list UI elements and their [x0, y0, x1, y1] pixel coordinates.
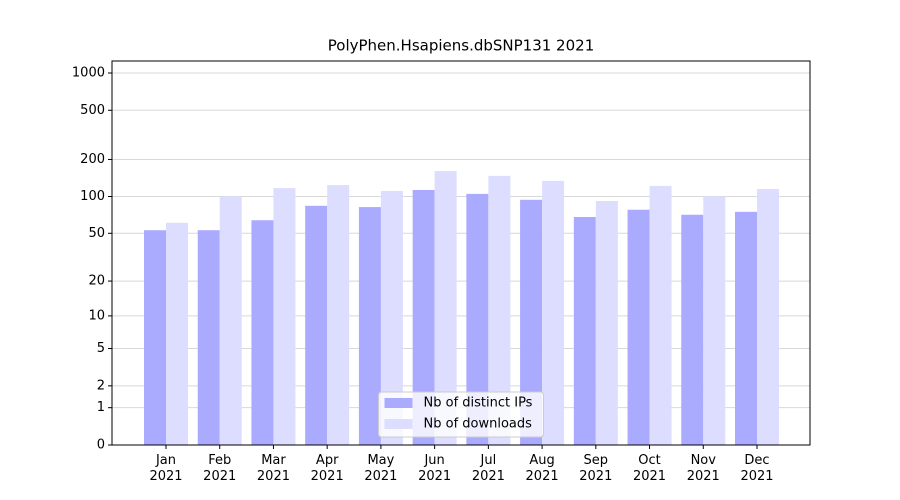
legend-box [378, 391, 544, 438]
y-tick-label: 20 [88, 274, 105, 289]
x-tick-label: Jan 2021 [149, 453, 183, 484]
legend-label: Nb of distinct IPs [424, 396, 533, 411]
y-tick-label: 100 [80, 189, 105, 204]
bar [251, 220, 274, 445]
bar [573, 217, 596, 445]
legend-swatch [384, 419, 413, 429]
bar [735, 211, 757, 445]
y-tick-label: 5 [97, 341, 105, 356]
bar [305, 205, 328, 445]
legend-swatch [384, 398, 413, 408]
x-tick-label: Nov 2021 [686, 453, 720, 484]
x-tick-label: May 2021 [364, 453, 398, 484]
x-tick-label: Apr 2021 [310, 453, 344, 484]
y-tick-label: 10 [88, 308, 105, 323]
y-tick-label: 2 [97, 378, 105, 393]
bar [542, 180, 565, 445]
bar [412, 189, 435, 445]
bar [595, 200, 618, 445]
chart-title: PolyPhen.Hsapiens.dbSNP131 2021 [328, 37, 594, 55]
y-tick-label: 0 [97, 438, 105, 453]
bar [144, 230, 166, 445]
bar [466, 193, 489, 445]
legend-label: Nb of downloads [424, 417, 533, 432]
bar [757, 189, 779, 445]
x-tick-label: Jul 2021 [471, 453, 505, 484]
plot-frame [111, 60, 811, 446]
bar [434, 171, 457, 446]
y-tick-label: 1000 [72, 66, 105, 81]
y-tick-label: 1 [97, 400, 105, 415]
bar [488, 175, 511, 446]
x-tick-label: Jun 2021 [418, 453, 452, 484]
bar [681, 214, 704, 445]
y-tick-label: 500 [80, 103, 105, 118]
x-tick-label: Sep 2021 [579, 453, 613, 484]
x-tick-label: Aug 2021 [525, 453, 559, 484]
bar [703, 196, 726, 445]
bar [649, 185, 672, 445]
bar [358, 207, 381, 445]
bar [219, 196, 242, 445]
bar [327, 185, 350, 445]
x-tick-label: Dec 2021 [740, 453, 774, 484]
y-tick-label: 200 [80, 152, 105, 167]
y-tick-label: 50 [88, 226, 105, 241]
bar [273, 188, 296, 445]
x-tick-label: Feb 2021 [203, 453, 237, 484]
bar [166, 222, 188, 445]
bar [197, 230, 220, 445]
x-tick-label: Oct 2021 [632, 453, 667, 484]
bar [627, 209, 650, 445]
bar [380, 190, 403, 445]
legend: Nb of distinct IPs Nb of downloads [378, 391, 544, 438]
x-tick-label: Mar 2021 [256, 453, 290, 484]
bar [520, 199, 543, 445]
